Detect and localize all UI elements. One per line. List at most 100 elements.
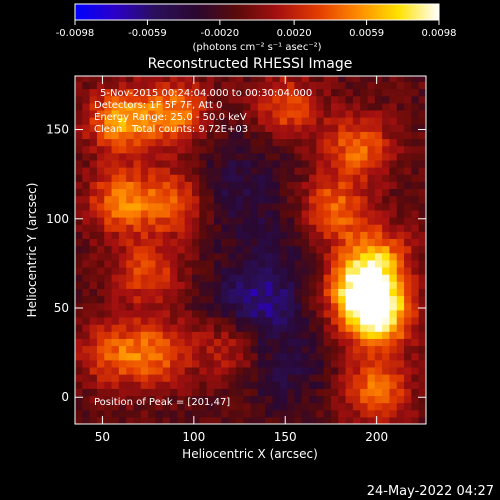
heatmap-cell [243, 76, 252, 82]
heatmap-cell [382, 309, 391, 318]
heatmap-cell [257, 281, 266, 289]
heatmap-cell [250, 195, 259, 204]
heatmap-cell [162, 76, 171, 82]
heatmap-cell [389, 395, 398, 404]
heatmap-cell [345, 195, 354, 204]
heatmap-cell [360, 288, 369, 297]
heatmap-cell [96, 259, 105, 268]
heatmap-cell [133, 202, 142, 211]
heatmap-cell [250, 409, 259, 418]
heatmap-cell [177, 281, 186, 289]
heatmap-cell [418, 331, 426, 339]
heatmap-cell [345, 374, 354, 382]
heatmap-cell [235, 395, 244, 404]
heatmap-cell [133, 231, 142, 239]
heatmap-cell [316, 252, 325, 261]
heatmap-cell [396, 295, 405, 304]
heatmap-cell [170, 345, 178, 354]
heatmap-cell [287, 288, 295, 297]
colorbar-units: (photons cm⁻² s⁻¹ asec⁻²) [192, 42, 321, 53]
heatmap-cell [126, 124, 135, 132]
heatmap-cell [155, 159, 164, 168]
heatmap-cell [82, 224, 91, 232]
heatmap-cell [396, 95, 405, 104]
heatmap-cell [133, 388, 142, 397]
heatmap-cell [257, 95, 266, 104]
heatmap-cell [111, 145, 120, 154]
heatmap-cell [367, 209, 376, 218]
heatmap-cell [352, 359, 361, 368]
heatmap-cell [221, 288, 230, 297]
heatmap-cell [330, 309, 339, 318]
heatmap-cell [352, 231, 361, 239]
heatmap-cell [118, 416, 127, 424]
chart-title: Reconstructed RHESSI Image [148, 56, 353, 72]
heatmap-cell [338, 174, 347, 182]
heatmap-cell [250, 102, 259, 111]
heatmap-cell [323, 395, 332, 404]
heatmap-cell [235, 274, 244, 282]
heatmap-cell [206, 266, 215, 275]
heatmap-cell [323, 259, 332, 268]
heatmap-cell [250, 388, 259, 397]
heatmap-cell [75, 188, 83, 197]
heatmap-cell [192, 309, 200, 318]
heatmap-cell [104, 202, 113, 211]
heatmap-cell [279, 195, 288, 204]
heatmap-cell [170, 159, 178, 168]
heatmap-cell [396, 138, 405, 147]
heatmap-cell [243, 145, 252, 154]
heatmap-cell [396, 395, 405, 404]
heatmap-cell [126, 245, 135, 254]
heatmap-cell [418, 238, 426, 247]
heatmap-cell [418, 388, 426, 397]
heatmap-cell [345, 252, 354, 261]
heatmap-cell [352, 202, 361, 211]
heatmap-cell [323, 109, 332, 118]
heatmap-cell [162, 324, 171, 332]
heatmap-cell [389, 416, 398, 424]
heatmap-cell [411, 81, 420, 90]
heatmap-cell [177, 316, 186, 325]
heatmap-cell [323, 416, 332, 424]
x-tick-label: 200 [365, 430, 388, 444]
heatmap-cell [345, 159, 354, 168]
heatmap-cell [206, 109, 215, 118]
heatmap-cell [221, 167, 230, 175]
heatmap-cell [338, 95, 347, 104]
heatmap-cell [279, 345, 288, 354]
heatmap-cell [118, 231, 127, 239]
heatmap-cell [301, 295, 310, 304]
heatmap-cell [206, 95, 215, 104]
heatmap-cell [272, 209, 281, 218]
heatmap-cell [199, 331, 208, 339]
heatmap-cell [213, 381, 222, 389]
heatmap-cell [104, 231, 113, 239]
heatmap-cell [133, 266, 142, 275]
heatmap-cell [367, 109, 376, 118]
heatmap-cell [140, 359, 149, 368]
heatmap-cell [323, 266, 332, 275]
heatmap-cell [301, 324, 310, 332]
heatmap-cell [199, 188, 208, 197]
heatmap-cell [250, 281, 259, 289]
heatmap-cell [126, 402, 135, 411]
heatmap-cell [360, 324, 369, 332]
heatmap-cell [228, 174, 237, 182]
heatmap-cell [323, 352, 332, 361]
colorbar-tick-label: -0.0020 [201, 28, 240, 39]
heatmap-cell [235, 167, 244, 175]
heatmap-cell [396, 159, 405, 168]
heatmap-cell [287, 145, 295, 154]
heatmap-cell [338, 409, 347, 418]
heatmap-cell [367, 388, 376, 397]
colorbar-tick-label: -0.0098 [56, 28, 95, 39]
heatmap-cell [177, 95, 186, 104]
heatmap-cell [221, 181, 230, 190]
heatmap-cell [140, 131, 149, 140]
heatmap-cell [279, 88, 288, 97]
heatmap-cell [118, 409, 127, 418]
heatmap-cell [199, 81, 208, 90]
heatmap-cell [221, 138, 230, 147]
heatmap-cell [148, 381, 157, 389]
